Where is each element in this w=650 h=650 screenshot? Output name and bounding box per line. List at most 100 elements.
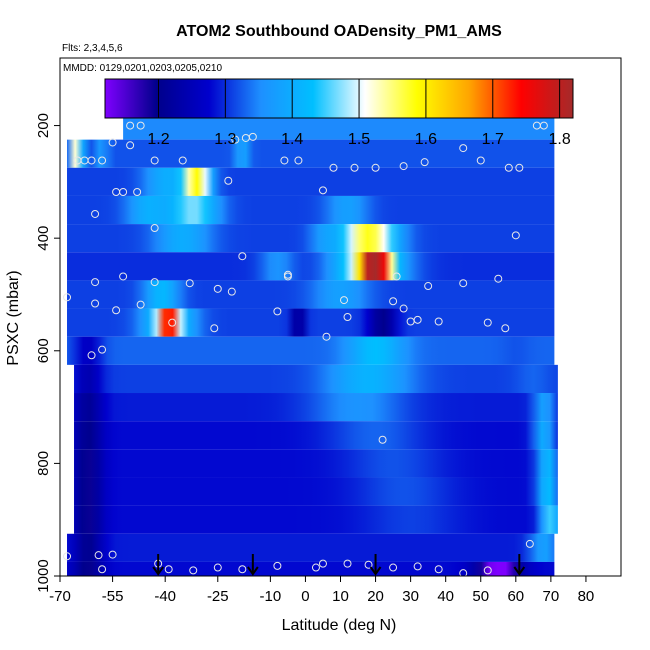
y-axis-label: PSXC (mbar) (5, 270, 22, 365)
dates-label: MMDD: 0129,0201,0203,0205,0210 (63, 63, 222, 74)
sample-marker (126, 121, 135, 130)
heatmap-band (67, 195, 555, 225)
sample-marker (501, 324, 510, 333)
heatmap-band (67, 561, 555, 576)
sample-marker (399, 162, 408, 171)
sample-marker (494, 274, 503, 283)
sample-marker (213, 563, 222, 572)
sample-marker (476, 156, 485, 165)
sample-marker (91, 278, 100, 287)
sample-marker (150, 156, 159, 165)
sample-marker (515, 163, 524, 172)
x-tick-label: 0 (301, 588, 309, 605)
sample-marker (164, 565, 173, 574)
sample-marker (459, 144, 468, 153)
sample-marker (329, 163, 338, 172)
x-tick-label: 50 (472, 588, 489, 605)
sample-marker (213, 284, 222, 293)
sample-marker (238, 565, 247, 574)
sample-marker (119, 272, 128, 281)
x-tick-label: 40 (437, 588, 454, 605)
x-tick-label: 60 (507, 588, 524, 605)
colorbar-tick-label: 1.3 (214, 131, 236, 148)
y-tick-label: 200 (35, 113, 52, 138)
heatmap-band (74, 393, 558, 422)
flights-label: Flts: 2,3,4,5,6 (62, 43, 123, 54)
y-tick-label: 800 (35, 451, 52, 476)
sample-marker (248, 132, 257, 141)
sample-marker (133, 188, 142, 197)
sample-marker (392, 272, 401, 281)
sample-marker (178, 156, 187, 165)
colorbar-tick-label: 1.2 (147, 131, 169, 148)
sample-marker (273, 561, 282, 570)
sample-marker (483, 566, 492, 575)
x-tick-label: 10 (332, 588, 349, 605)
sample-marker (434, 317, 443, 326)
sample-marker (322, 332, 331, 341)
sample-marker (311, 563, 320, 572)
sample-marker (112, 306, 121, 315)
heatmap-band (74, 421, 558, 450)
heatmap-band (67, 533, 555, 562)
sample-marker (539, 121, 548, 130)
sample-marker (63, 552, 72, 561)
colorbar (104, 78, 574, 119)
x-axis: -70 -55 -40 -25 -10 0 10 20 30 40 50 60 70 80 (49, 576, 594, 605)
sample-marker (318, 186, 327, 195)
sample-marker (98, 565, 107, 574)
sample-marker (185, 279, 194, 288)
sample-marker (87, 351, 96, 360)
x-tick-label: 20 (367, 588, 384, 605)
sample-marker (224, 176, 233, 185)
sample-marker (459, 279, 468, 288)
x-axis-label: Latitude (deg N) (282, 617, 397, 634)
heatmap-band (74, 449, 558, 478)
heatmap-band (67, 336, 555, 365)
sample-marker (434, 565, 443, 574)
sample-marker (136, 300, 145, 309)
heatmap-band (74, 364, 558, 394)
sample-marker (280, 156, 289, 165)
sample-marker (378, 435, 387, 444)
sample-marker (108, 550, 117, 559)
sample-marker (283, 272, 292, 281)
sample-marker (150, 278, 159, 287)
heatmap-band (67, 139, 555, 168)
x-tick-label: -10 (260, 588, 282, 605)
sample-marker (136, 121, 145, 130)
sample-marker (87, 156, 96, 165)
x-tick-label: -55 (102, 588, 124, 605)
sample-marker (399, 304, 408, 313)
heatmap-band (67, 252, 555, 281)
sample-marker (318, 559, 327, 568)
x-tick-label: -70 (49, 588, 71, 605)
x-tick-label: 30 (402, 588, 419, 605)
sample-marker (340, 296, 349, 305)
colorbar-ticks: 1.2 1.3 1.4 1.5 1.6 1.7 1.8 (147, 79, 571, 148)
colorbar-tick-label: 1.4 (281, 131, 303, 148)
sample-marker (119, 188, 128, 197)
arrow-head (369, 566, 382, 576)
colorbar-tick-label: 1.7 (482, 131, 504, 148)
colorbar-tick-label: 1.5 (348, 131, 370, 148)
sample-marker (168, 318, 177, 327)
arrow-head (513, 566, 526, 576)
sample-marker (294, 156, 303, 165)
sample-marker (389, 563, 398, 572)
sample-marker (189, 566, 198, 575)
sample-marker (389, 297, 398, 306)
sample-marker (91, 209, 100, 218)
sample-marker (504, 163, 513, 172)
sample-markers (63, 121, 548, 576)
y-tick-label: 600 (35, 338, 52, 363)
sample-marker (238, 252, 247, 261)
sample-marker (406, 317, 415, 326)
sample-marker (231, 135, 240, 144)
arrow-head (247, 566, 259, 576)
heatmap-band (74, 505, 558, 534)
y-tick-label: 400 (35, 226, 52, 251)
sample-marker (420, 158, 429, 167)
sample-marker (91, 299, 100, 308)
